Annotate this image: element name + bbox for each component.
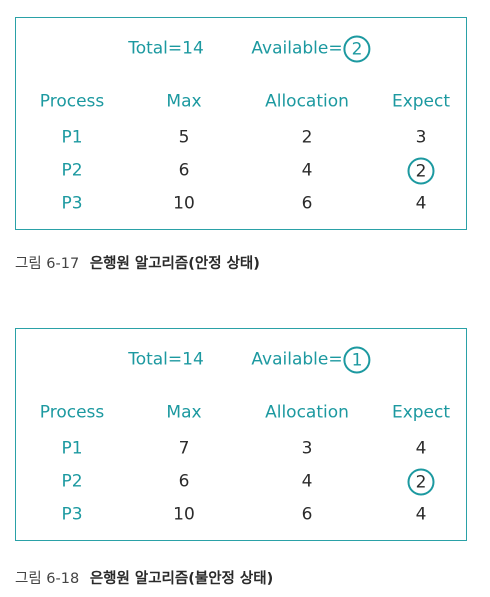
header-max: Max [166, 402, 202, 423]
available-field: Available= 1 [251, 346, 371, 374]
total-label: Total=14 [128, 38, 204, 59]
header-allocation: Allocation [265, 91, 349, 112]
row-p3-allocation: 6 [301, 193, 313, 214]
available-value-circled: 2 [343, 35, 371, 63]
header-max: Max [166, 91, 202, 112]
caption-title: 은행원 알고리즘(불안정 상태) [89, 571, 274, 587]
header-process: Process [39, 402, 105, 423]
figure-6-18-caption: 그림 6-18 은행원 알고리즘(불안정 상태) [15, 567, 273, 588]
row-p2-process: P2 [61, 160, 83, 181]
caption-label: 그림 6-17 [15, 256, 80, 272]
row-p2-max: 6 [178, 471, 190, 492]
row-p3-allocation: 6 [301, 504, 313, 525]
row-p2-expect-circled: 2 [407, 468, 435, 496]
row-p1-max: 5 [178, 127, 190, 148]
total-label: Total=14 [128, 349, 204, 370]
available-label: Available= [251, 349, 343, 370]
row-p2-process: P2 [61, 471, 83, 492]
row-p1-allocation: 2 [301, 127, 313, 148]
figure-6-18-box: Total=14 Available= 1 Process Max Alloca… [15, 328, 467, 541]
row-p3-max: 10 [173, 504, 195, 525]
row-p1-allocation: 3 [301, 438, 313, 459]
row-p2-allocation: 4 [301, 160, 313, 181]
row-p3-process: P3 [61, 193, 83, 214]
row-p1-expect: 4 [415, 438, 427, 459]
figure-6-17-caption: 그림 6-17 은행원 알고리즘(안정 상태) [15, 252, 260, 273]
row-p2-allocation: 4 [301, 471, 313, 492]
row-p1-expect: 3 [415, 127, 427, 148]
row-p3-max: 10 [173, 193, 195, 214]
row-p3-expect: 4 [415, 193, 427, 214]
row-p3-process: P3 [61, 504, 83, 525]
available-value-circled: 1 [343, 346, 371, 374]
available-label: Available= [251, 38, 343, 59]
header-expect: Expect [391, 91, 451, 112]
header-allocation: Allocation [265, 402, 349, 423]
caption-label: 그림 6-18 [15, 571, 80, 587]
figure-6-17-box: Total=14 Available= 2 Process Max Alloca… [15, 17, 467, 230]
row-p1-max: 7 [178, 438, 190, 459]
row-p1-process: P1 [61, 127, 83, 148]
header-expect: Expect [391, 402, 451, 423]
row-p3-expect: 4 [415, 504, 427, 525]
row-p2-max: 6 [178, 160, 190, 181]
caption-title: 은행원 알고리즘(안정 상태) [89, 256, 260, 272]
row-p1-process: P1 [61, 438, 83, 459]
row-p2-expect-circled: 2 [407, 157, 435, 185]
header-process: Process [39, 91, 105, 112]
available-field: Available= 2 [251, 35, 371, 63]
